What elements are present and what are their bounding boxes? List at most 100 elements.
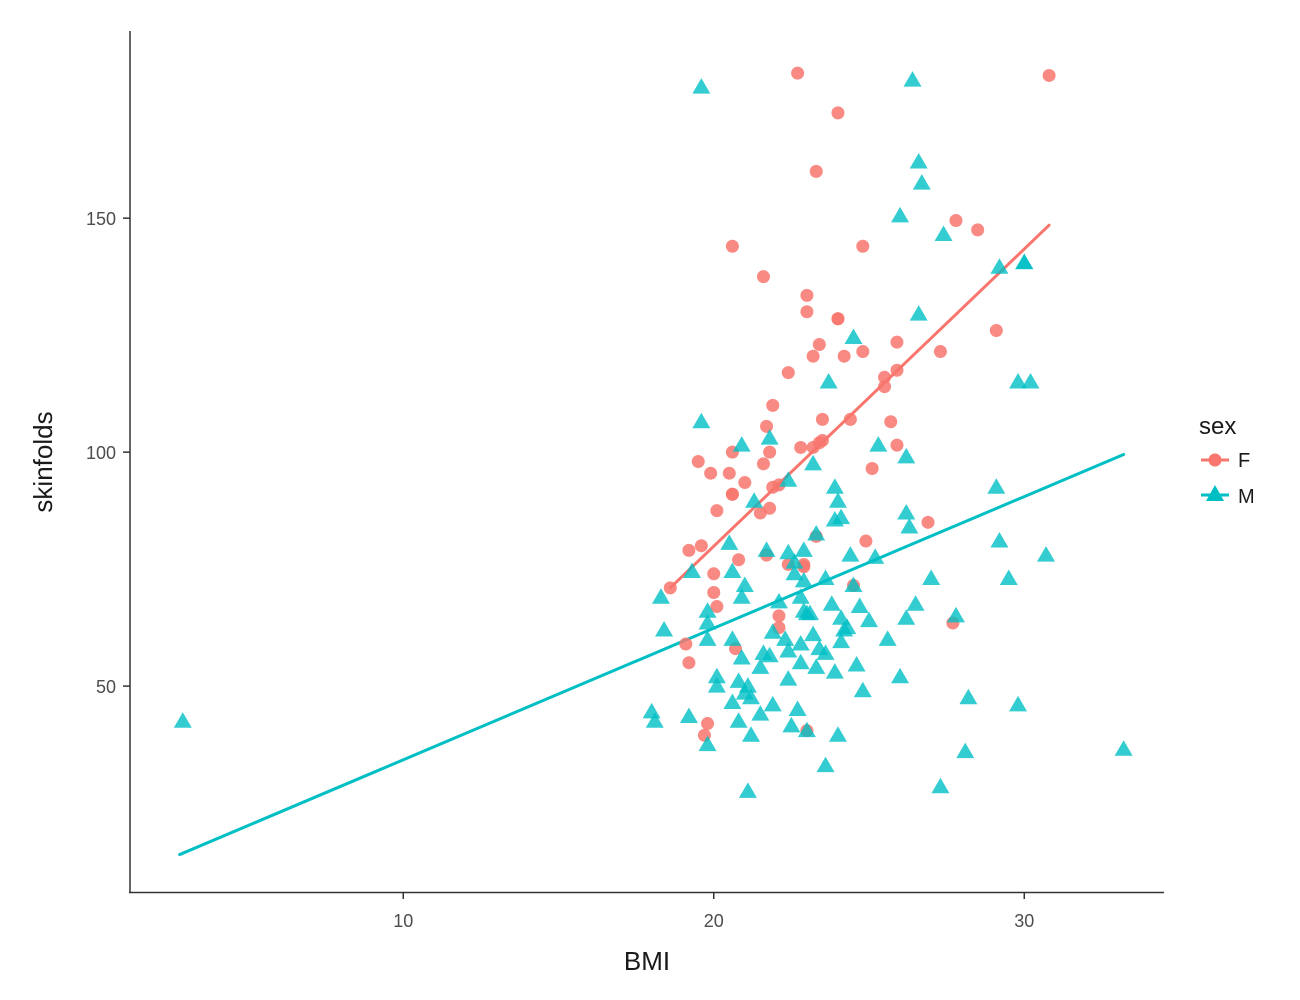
data-point-M <box>878 630 897 646</box>
data-point-F <box>707 567 721 581</box>
data-point-F <box>890 335 904 349</box>
data-point-F <box>831 312 845 326</box>
data-point-F <box>763 501 777 515</box>
y-tick-label: 50 <box>96 677 116 697</box>
data-point-M <box>844 576 863 593</box>
data-point-F <box>781 366 795 380</box>
legend-key-triangle-M <box>1206 485 1224 501</box>
data-point-F <box>890 363 904 377</box>
data-point-M <box>990 532 1009 548</box>
data-point-M <box>692 412 711 429</box>
data-point-M <box>769 592 788 609</box>
data-point-M <box>791 653 810 670</box>
data-point-M <box>922 569 941 585</box>
data-point-F <box>682 543 696 557</box>
data-point-M <box>173 712 192 728</box>
legend-label-F: F <box>1238 450 1250 472</box>
data-point-F <box>722 466 736 480</box>
data-point-M <box>763 695 782 712</box>
data-point-M <box>909 153 928 169</box>
data-point-M <box>776 630 795 646</box>
plot-area <box>173 66 1133 857</box>
data-point-F <box>989 323 1003 337</box>
data-point-F <box>772 609 786 623</box>
data-point-M <box>897 609 916 625</box>
data-point-M <box>906 595 925 611</box>
data-point-M <box>692 78 711 94</box>
data-point-M <box>912 174 931 190</box>
data-point-M <box>816 756 835 773</box>
data-point-M <box>791 588 810 604</box>
data-point-F <box>831 106 845 120</box>
data-point-F <box>732 553 746 567</box>
data-point-M <box>720 534 739 550</box>
data-point-M <box>707 667 726 684</box>
data-point-F <box>856 239 870 253</box>
data-point-M <box>825 663 844 679</box>
legend-item-F: F <box>1201 450 1250 472</box>
data-point-M <box>797 604 816 621</box>
data-point-F <box>884 415 898 429</box>
data-point-M <box>990 258 1009 274</box>
data-point-F <box>933 345 947 359</box>
data-point-F <box>682 656 696 670</box>
data-point-M <box>655 620 674 637</box>
data-point-M <box>897 503 916 520</box>
legend-key-circle-F <box>1208 453 1222 467</box>
data-point-M <box>732 588 751 604</box>
data-point-M <box>816 644 835 660</box>
data-point-M <box>807 658 826 674</box>
data-point-M <box>999 569 1018 585</box>
legend-label-M: M <box>1238 486 1255 508</box>
data-point-M <box>797 721 816 738</box>
data-point-M <box>760 646 779 663</box>
data-point-M <box>763 623 782 639</box>
data-point-M <box>683 562 702 578</box>
data-point-M <box>757 541 776 557</box>
data-point-M <box>698 735 717 752</box>
data-point-F <box>856 345 870 359</box>
data-point-M <box>832 609 851 625</box>
data-point-M <box>869 436 888 452</box>
data-point-M <box>642 702 661 719</box>
data-point-M <box>807 525 826 541</box>
data-point-M <box>645 712 664 728</box>
data-point-F <box>806 440 820 454</box>
data-point-M <box>1009 372 1028 389</box>
data-point-F <box>971 223 985 237</box>
data-point-F <box>800 288 814 302</box>
data-point-M <box>788 700 807 717</box>
data-point-M <box>853 681 872 698</box>
data-point-F <box>725 239 739 253</box>
data-point-F <box>766 480 780 494</box>
data-point-M <box>742 688 761 705</box>
data-point-M <box>751 705 770 721</box>
data-point-M <box>825 478 844 494</box>
data-point-M <box>698 630 717 646</box>
data-point-F <box>691 455 705 468</box>
data-point-M <box>828 492 847 508</box>
data-point-M <box>698 602 717 618</box>
data-point-M <box>822 595 841 611</box>
data-point-M <box>959 688 978 705</box>
data-point-M <box>804 454 823 471</box>
data-point-F <box>725 487 739 501</box>
data-point-M <box>850 597 869 614</box>
data-point-M <box>729 672 748 688</box>
data-point-F <box>760 419 774 433</box>
data-point-M <box>866 548 885 564</box>
points-series-M <box>173 71 1133 798</box>
data-point-M <box>779 642 798 658</box>
data-point-F <box>878 380 892 394</box>
x-axis-ticks: 10 20 30 <box>393 892 1034 931</box>
data-point-M <box>779 543 798 560</box>
data-point-F <box>791 66 805 80</box>
data-point-F <box>800 305 814 319</box>
data-point-F <box>763 445 777 459</box>
data-point-M <box>860 611 879 628</box>
data-point-F <box>738 476 752 490</box>
y-axis-ticks: 50 100 150 <box>86 209 130 697</box>
data-point-M <box>1037 546 1056 562</box>
data-point-F <box>663 581 677 595</box>
data-point-M <box>903 71 922 87</box>
